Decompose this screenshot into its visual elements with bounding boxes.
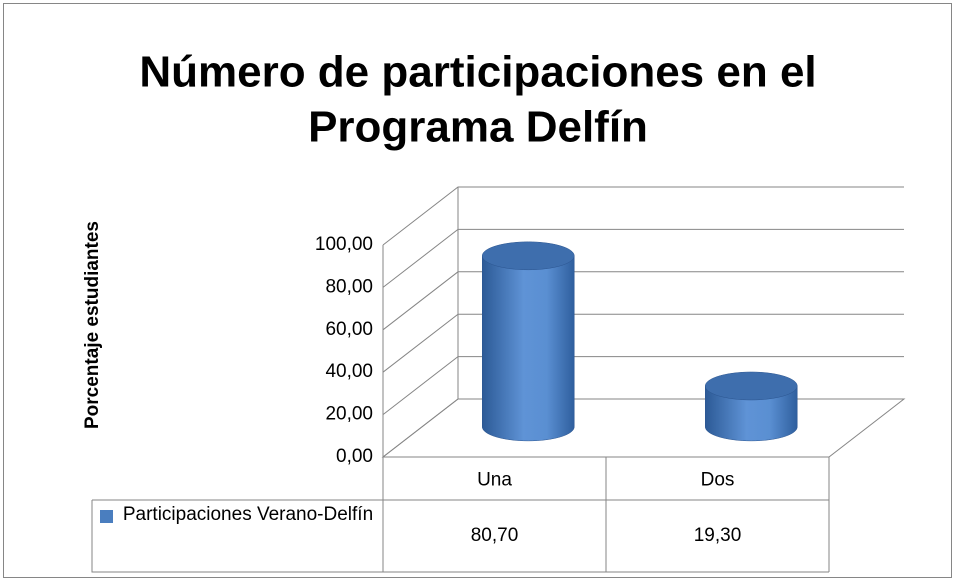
chart-title: Programa Delfín (308, 103, 648, 152)
grid-line (382, 228, 904, 288)
data-table: Una 80,70 Dos 19,30 Participaciones Verano-D… (91, 457, 830, 573)
bar-top (705, 371, 798, 401)
plot-area: 0,00 20,00 40,00 60,00 80,00 100,00 (315, 186, 906, 467)
bar (482, 255, 575, 442)
y-tick-label: 60,00 (325, 319, 373, 340)
category-label: Una (477, 470, 512, 491)
table-value: 19,30 (694, 525, 742, 546)
y-tick-label: 20,00 (325, 404, 373, 425)
y-tick-label: 0,00 (336, 446, 373, 467)
y-tick-label: 80,00 (325, 276, 373, 297)
bar-top (482, 241, 575, 271)
grid-line (382, 271, 904, 331)
legend-swatch (100, 510, 113, 523)
grid-line (382, 186, 904, 246)
chart-title: Número de participaciones en el (139, 48, 816, 97)
y-tick-label: 40,00 (325, 361, 373, 382)
bar (705, 385, 798, 442)
y-tick-label: 100,00 (315, 234, 373, 255)
y-axis-label: Porcentaje estudiantes (82, 221, 103, 429)
chart-border (3, 3, 952, 578)
grid-line (382, 313, 904, 373)
category-label: Dos (701, 470, 735, 491)
table-grid (91, 457, 830, 573)
legend-label: Participaciones Verano-Delfín (122, 504, 374, 525)
grid-line (382, 356, 904, 415)
legend-text: Participaciones Verano-Delfín (122, 504, 374, 525)
table-value: 80,70 (471, 525, 519, 546)
